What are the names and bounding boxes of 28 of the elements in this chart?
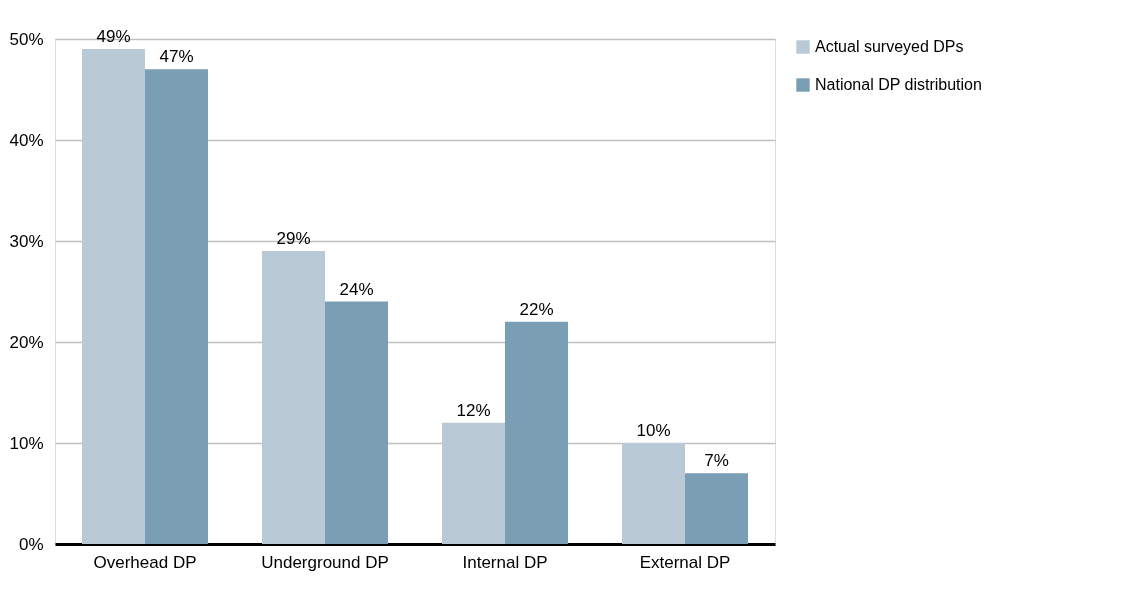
bar [325, 301, 388, 544]
bar [145, 69, 208, 544]
bar [82, 49, 145, 544]
bar [442, 422, 505, 544]
bar [505, 321, 568, 544]
legend-label: National DP distribution [815, 76, 982, 93]
y-tick-label: 40% [9, 130, 44, 150]
legend-label: Actual surveyed DPs [815, 38, 964, 55]
x-tick-label: Overhead DP [93, 552, 197, 572]
y-tick-label: 20% [9, 332, 44, 352]
y-tick-label: 0% [18, 534, 44, 554]
data-label: 29% [276, 229, 311, 249]
data-label: 47% [159, 47, 194, 67]
x-tick-label: External DP [639, 552, 731, 572]
data-label: 7% [704, 451, 729, 471]
data-label: 22% [519, 299, 554, 319]
data-label: 24% [339, 279, 374, 299]
x-tick-label: Internal DP [462, 552, 548, 572]
data-label: 12% [456, 400, 491, 420]
x-tick-label: Underground DP [261, 552, 389, 572]
data-label: 10% [636, 421, 671, 440]
bar [262, 251, 325, 544]
bar [685, 473, 748, 544]
y-tick-label: 50% [9, 29, 44, 49]
data-label: 49% [96, 27, 131, 47]
bar [622, 443, 685, 544]
y-tick-label: 30% [9, 231, 44, 251]
y-tick-label: 10% [9, 433, 44, 453]
